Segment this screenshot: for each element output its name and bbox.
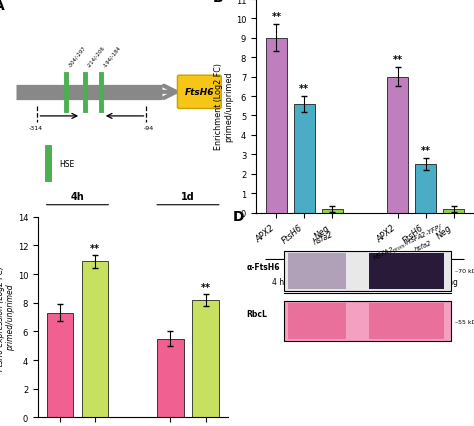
Bar [387, 78, 409, 213]
Text: B: B [212, 0, 223, 6]
FancyBboxPatch shape [370, 303, 444, 340]
Text: 4 h after priming: 4 h after priming [272, 277, 337, 286]
Text: **: ** [201, 282, 210, 292]
Bar [443, 209, 464, 213]
Text: -194/-184: -194/-184 [102, 45, 121, 69]
Text: -214/-206: -214/-206 [86, 45, 106, 69]
Text: -314: -314 [28, 126, 42, 131]
Text: RbcL: RbcL [246, 309, 267, 318]
Text: 1 d after priming: 1 d after priming [393, 277, 458, 286]
FancyBboxPatch shape [288, 303, 346, 340]
FancyBboxPatch shape [177, 76, 221, 109]
Text: 1d: 1d [181, 191, 195, 201]
Text: α-FtsH6: α-FtsH6 [246, 263, 280, 272]
Text: hsfa2: hsfa2 [311, 229, 335, 246]
Text: D: D [232, 209, 244, 223]
FancyBboxPatch shape [370, 253, 444, 289]
FancyBboxPatch shape [288, 253, 346, 289]
Text: HSE: HSE [59, 159, 74, 168]
Text: **: ** [272, 12, 282, 22]
Text: -94: -94 [144, 126, 154, 131]
Text: hsfa2: hsfa2 [413, 239, 432, 253]
Text: **: ** [393, 55, 403, 65]
Text: 4h: 4h [71, 191, 84, 201]
Bar [46, 313, 73, 417]
FancyBboxPatch shape [283, 301, 451, 341]
Text: –55 kDa: –55 kDa [456, 319, 474, 324]
Text: -304/-297: -304/-297 [67, 46, 87, 69]
Bar [294, 104, 315, 213]
Bar [82, 262, 109, 417]
Bar [266, 39, 287, 213]
Bar [157, 339, 183, 417]
Text: **: ** [421, 146, 431, 156]
Bar [192, 300, 219, 417]
Text: FtsH6: FtsH6 [184, 88, 214, 97]
Text: –70 kDa: –70 kDa [456, 269, 474, 274]
Y-axis label: Enrichment (Log2 FC)
primed/unprimed: Enrichment (Log2 FC) primed/unprimed [214, 63, 233, 150]
Bar [321, 209, 343, 213]
Text: A: A [0, 0, 5, 12]
Text: HSFA2$_{prom}$:HSFA2-YFP/: HSFA2$_{prom}$:HSFA2-YFP/ [372, 221, 447, 264]
Bar [415, 164, 436, 213]
FancyBboxPatch shape [283, 251, 451, 291]
Y-axis label: FtsH6 expression (Log2 FC)
primed/unprimed: FtsH6 expression (Log2 FC) primed/unprim… [0, 265, 15, 370]
Text: **: ** [90, 243, 100, 253]
Text: **: ** [299, 84, 309, 94]
